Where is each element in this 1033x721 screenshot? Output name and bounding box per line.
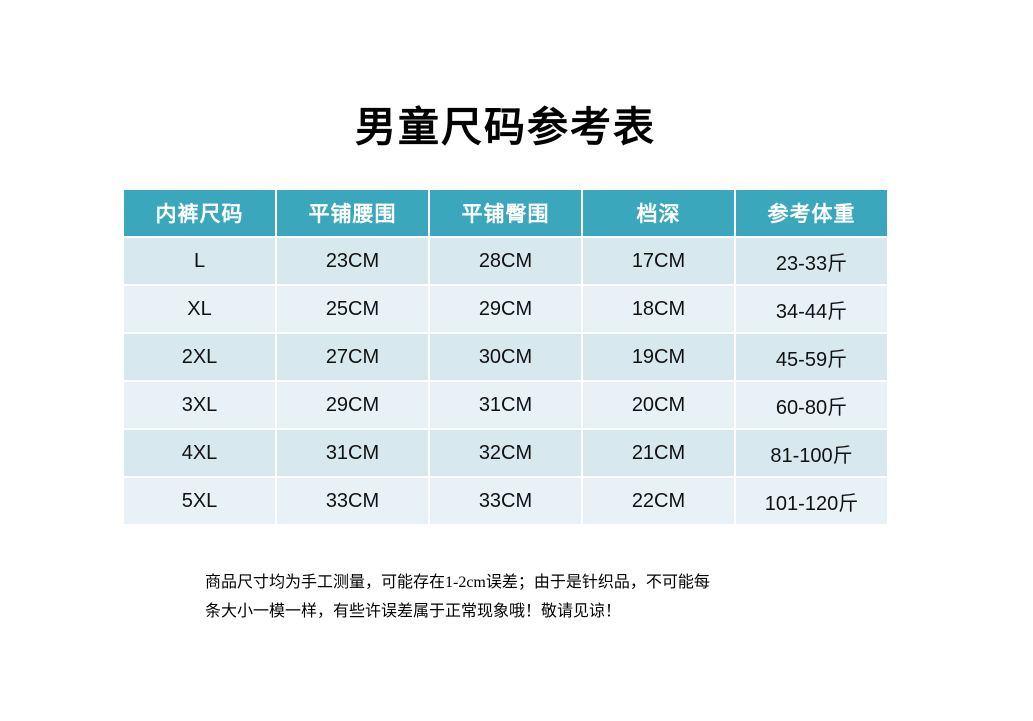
table-cell: 2XL: [122, 332, 277, 383]
note-line-2: 条大小一模一样，有些许误差属于正常现象哦！敬请见谅！: [205, 603, 622, 621]
page-title: 男童尺码参考表: [355, 104, 656, 150]
size-table: 内裤尺码 平铺腰围 平铺臀围 档深 参考体重 L 23CM 28CM 17CM …: [122, 188, 889, 527]
table-cell: 29CM: [428, 284, 583, 335]
table-cell: XL: [122, 284, 277, 335]
table-body: L 23CM 28CM 17CM 23-33斤 XL 25CM 29CM 18C…: [122, 236, 889, 527]
table-cell: 60-80斤: [734, 380, 889, 431]
table-cell: 101-120斤: [734, 476, 889, 527]
table-cell: 23-33斤: [734, 236, 889, 287]
table-cell: 20CM: [581, 380, 736, 431]
table-header-row: 内裤尺码 平铺腰围 平铺臀围 档深 参考体重: [122, 188, 889, 239]
table-head: 内裤尺码 平铺腰围 平铺臀围 档深 参考体重: [122, 188, 889, 239]
table-cell: 17CM: [581, 236, 736, 287]
table-cell: 29CM: [275, 380, 430, 431]
table-cell: 33CM: [275, 476, 430, 527]
table-row: 5XL 33CM 33CM 22CM 101-120斤: [122, 476, 889, 527]
table-cell: 81-100斤: [734, 428, 889, 479]
table-cell: 32CM: [428, 428, 583, 479]
content-area: 男童尺码参考表 内裤尺码 平铺腰围 平铺臀围 档深 参考体重 L 23CM 28…: [122, 0, 889, 626]
table-cell: 19CM: [581, 332, 736, 383]
table-cell: 4XL: [122, 428, 277, 479]
table-row: 4XL 31CM 32CM 21CM 81-100斤: [122, 428, 889, 479]
column-header-crotch-depth: 档深: [581, 188, 736, 239]
note-line-1: 商品尺寸均为手工测量，可能存在1-2cm误差；由于是针织品，不可能每: [205, 574, 710, 592]
measurement-note: 商品尺寸均为手工测量，可能存在1-2cm误差；由于是针织品，不可能每 条大小一模一…: [205, 568, 889, 626]
table-cell: 34-44斤: [734, 284, 889, 335]
table-cell: 31CM: [275, 428, 430, 479]
column-header-hip: 平铺臀围: [428, 188, 583, 239]
table-cell: 30CM: [428, 332, 583, 383]
table-cell: 25CM: [275, 284, 430, 335]
column-header-waist: 平铺腰围: [275, 188, 430, 239]
table-cell: 27CM: [275, 332, 430, 383]
table-row: 3XL 29CM 31CM 20CM 60-80斤: [122, 380, 889, 431]
table-cell: 31CM: [428, 380, 583, 431]
table-row: XL 25CM 29CM 18CM 34-44斤: [122, 284, 889, 335]
table-cell: 33CM: [428, 476, 583, 527]
table-cell: 45-59斤: [734, 332, 889, 383]
column-header-weight: 参考体重: [734, 188, 889, 239]
table-cell: 18CM: [581, 284, 736, 335]
table-cell: 21CM: [581, 428, 736, 479]
table-row: L 23CM 28CM 17CM 23-33斤: [122, 236, 889, 287]
table-cell: 28CM: [428, 236, 583, 287]
column-header-size: 内裤尺码: [122, 188, 277, 239]
table-cell: 5XL: [122, 476, 277, 527]
table-row: 2XL 27CM 30CM 19CM 45-59斤: [122, 332, 889, 383]
table-cell: 3XL: [122, 380, 277, 431]
table-cell: L: [122, 236, 277, 287]
table-cell: 22CM: [581, 476, 736, 527]
table-cell: 23CM: [275, 236, 430, 287]
